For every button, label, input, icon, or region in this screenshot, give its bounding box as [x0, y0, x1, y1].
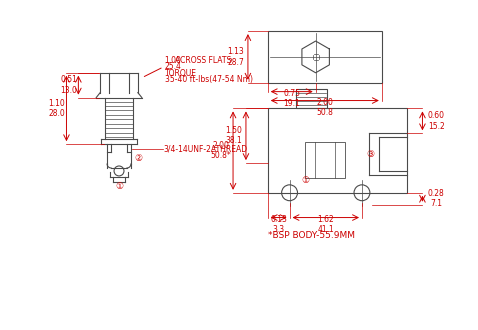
Text: ②: ②	[135, 153, 143, 163]
Text: 1.10
28.0: 1.10 28.0	[48, 99, 65, 118]
Text: 0.75
19.1: 0.75 19.1	[283, 89, 300, 108]
Text: 2.00
50.8: 2.00 50.8	[316, 98, 333, 117]
Text: ③: ③	[367, 149, 375, 159]
Text: 2.00
50.8*: 2.00 50.8*	[211, 141, 231, 160]
Text: TORQUE: TORQUE	[164, 69, 196, 78]
Text: 1.50
38.1: 1.50 38.1	[226, 126, 242, 146]
Text: 25.4: 25.4	[164, 62, 182, 71]
Bar	[305, 142, 345, 178]
Text: 3/4-14UNF-2ATHREAD: 3/4-14UNF-2ATHREAD	[163, 145, 248, 154]
Text: 1.62
41.1: 1.62 41.1	[317, 215, 334, 234]
Text: *BSP BODY-55.9MM: *BSP BODY-55.9MM	[268, 231, 355, 240]
Text: 0.28
7.1: 0.28 7.1	[428, 189, 445, 209]
Text: 0.60
15.2: 0.60 15.2	[428, 111, 445, 131]
Text: 0.51
13.0: 0.51 13.0	[60, 76, 77, 95]
Text: 0.13
3.3: 0.13 3.3	[270, 215, 287, 234]
Text: ①: ①	[115, 182, 123, 191]
Bar	[295, 89, 327, 109]
Bar	[268, 31, 382, 83]
Bar	[268, 109, 407, 193]
Text: 35-40 ft-lbs(47-54 Nm): 35-40 ft-lbs(47-54 Nm)	[164, 75, 253, 84]
Text: 1.00: 1.00	[164, 56, 182, 65]
Text: ACROSS FLATS: ACROSS FLATS	[174, 56, 231, 65]
Text: ①: ①	[301, 176, 309, 185]
Text: 1.13
28.7: 1.13 28.7	[228, 47, 244, 67]
